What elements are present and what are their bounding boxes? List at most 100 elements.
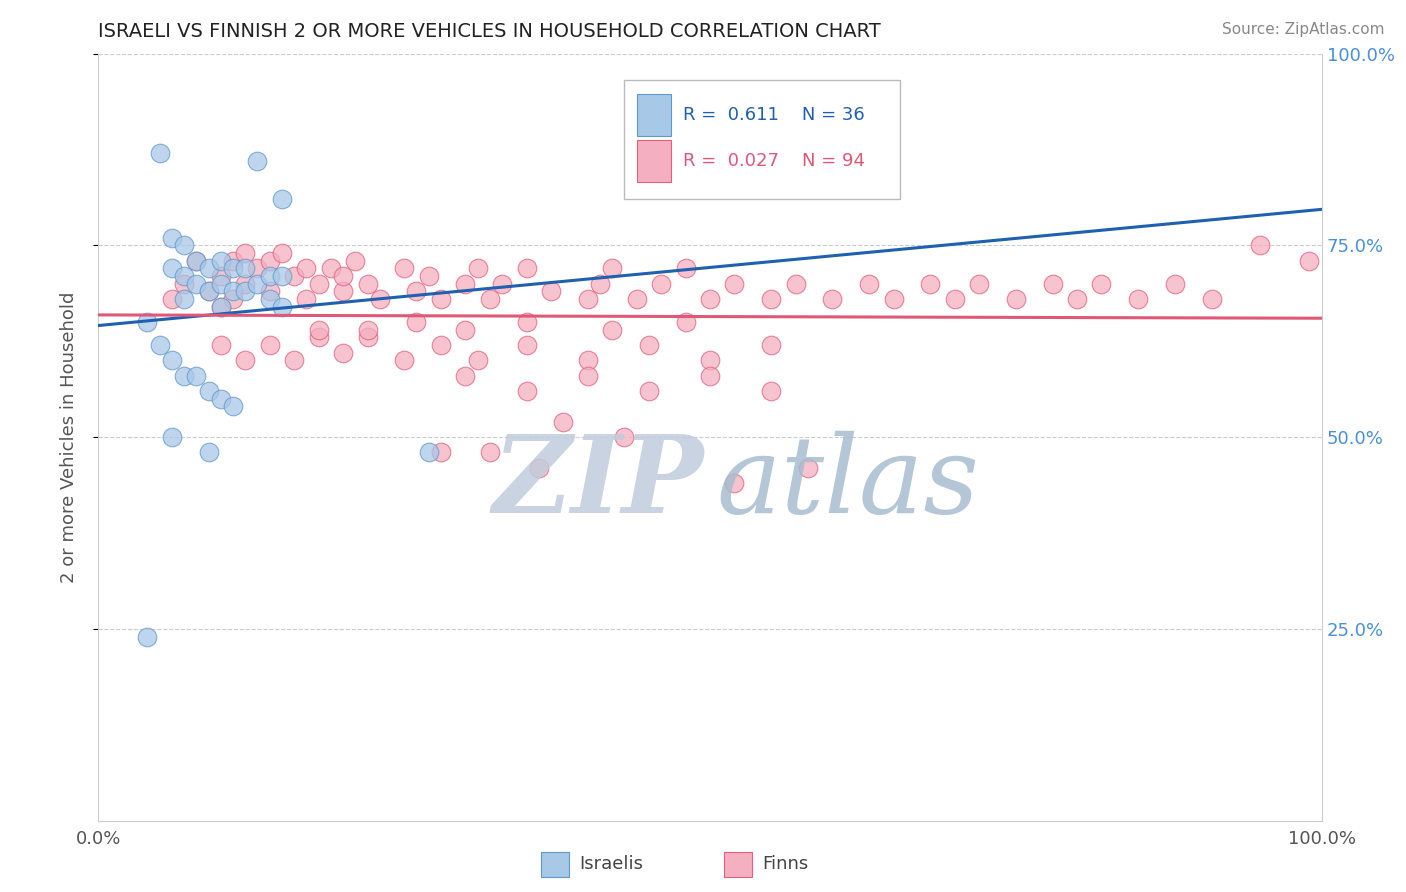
- Point: [1298, 253, 1320, 268]
- Point: [1042, 277, 1064, 291]
- Point: [259, 253, 281, 268]
- Point: [197, 285, 219, 299]
- Point: [761, 384, 783, 398]
- Point: [675, 315, 697, 329]
- Point: [405, 285, 427, 299]
- Point: [222, 253, 245, 268]
- Point: [222, 400, 245, 414]
- Point: [723, 476, 745, 491]
- Point: [785, 277, 807, 291]
- Point: [197, 285, 219, 299]
- Point: [418, 268, 440, 283]
- Text: R =  0.027    N = 94: R = 0.027 N = 94: [683, 152, 865, 169]
- Point: [1066, 292, 1088, 306]
- Point: [1201, 292, 1223, 306]
- Point: [259, 338, 281, 352]
- Point: [418, 445, 440, 459]
- Point: [209, 300, 232, 314]
- Point: [600, 323, 623, 337]
- Point: [209, 277, 232, 291]
- Point: [222, 285, 245, 299]
- Point: [222, 292, 245, 306]
- Point: [233, 277, 256, 291]
- Point: [699, 353, 721, 368]
- FancyBboxPatch shape: [637, 94, 671, 136]
- Point: [515, 261, 537, 276]
- Point: [392, 261, 416, 276]
- Point: [761, 338, 783, 352]
- Point: [283, 353, 305, 368]
- Point: [797, 460, 820, 475]
- Point: [920, 277, 942, 291]
- Point: [222, 261, 245, 276]
- Point: [173, 368, 195, 383]
- Point: [576, 368, 599, 383]
- FancyBboxPatch shape: [637, 140, 671, 182]
- Text: Israelis: Israelis: [579, 855, 644, 873]
- Point: [405, 315, 427, 329]
- Point: [259, 268, 281, 283]
- Point: [233, 246, 256, 260]
- Point: [1249, 238, 1271, 252]
- Point: [637, 384, 661, 398]
- Point: [270, 192, 294, 206]
- Point: [491, 277, 513, 291]
- Point: [149, 338, 172, 352]
- Point: [173, 292, 195, 306]
- Point: [136, 315, 159, 329]
- Point: [209, 392, 232, 406]
- Point: [1128, 292, 1150, 306]
- Point: [637, 338, 661, 352]
- Point: [149, 146, 172, 161]
- Point: [308, 323, 330, 337]
- FancyBboxPatch shape: [624, 80, 900, 199]
- Point: [332, 268, 354, 283]
- Point: [356, 323, 378, 337]
- Point: [600, 261, 623, 276]
- Point: [527, 460, 550, 475]
- Point: [613, 430, 636, 444]
- Point: [209, 253, 232, 268]
- Point: [319, 261, 342, 276]
- Point: [308, 277, 330, 291]
- Point: [160, 230, 183, 244]
- Point: [699, 292, 721, 306]
- Point: [723, 277, 745, 291]
- Text: atlas: atlas: [716, 431, 979, 536]
- Point: [246, 153, 269, 168]
- Point: [1090, 277, 1112, 291]
- Point: [209, 338, 232, 352]
- Point: [197, 384, 219, 398]
- Point: [467, 261, 489, 276]
- Point: [675, 261, 697, 276]
- Point: [821, 292, 844, 306]
- Point: [967, 277, 990, 291]
- Point: [576, 292, 599, 306]
- Point: [332, 345, 354, 359]
- Point: [259, 292, 281, 306]
- Point: [454, 368, 477, 383]
- Point: [308, 330, 330, 344]
- Point: [136, 630, 159, 644]
- Point: [246, 277, 269, 291]
- Text: Source: ZipAtlas.com: Source: ZipAtlas.com: [1222, 22, 1385, 37]
- Point: [160, 430, 183, 444]
- Point: [173, 238, 195, 252]
- Point: [467, 353, 489, 368]
- Point: [283, 268, 305, 283]
- Point: [356, 330, 378, 344]
- Point: [186, 368, 208, 383]
- Point: [233, 261, 256, 276]
- Point: [173, 268, 195, 283]
- Point: [186, 277, 208, 291]
- Point: [233, 353, 256, 368]
- Point: [356, 277, 378, 291]
- Text: R =  0.611    N = 36: R = 0.611 N = 36: [683, 106, 865, 124]
- Point: [344, 253, 367, 268]
- Point: [295, 261, 318, 276]
- Point: [553, 415, 575, 429]
- Point: [430, 292, 453, 306]
- Point: [943, 292, 966, 306]
- Y-axis label: 2 or more Vehicles in Household: 2 or more Vehicles in Household: [59, 292, 77, 582]
- Point: [160, 353, 183, 368]
